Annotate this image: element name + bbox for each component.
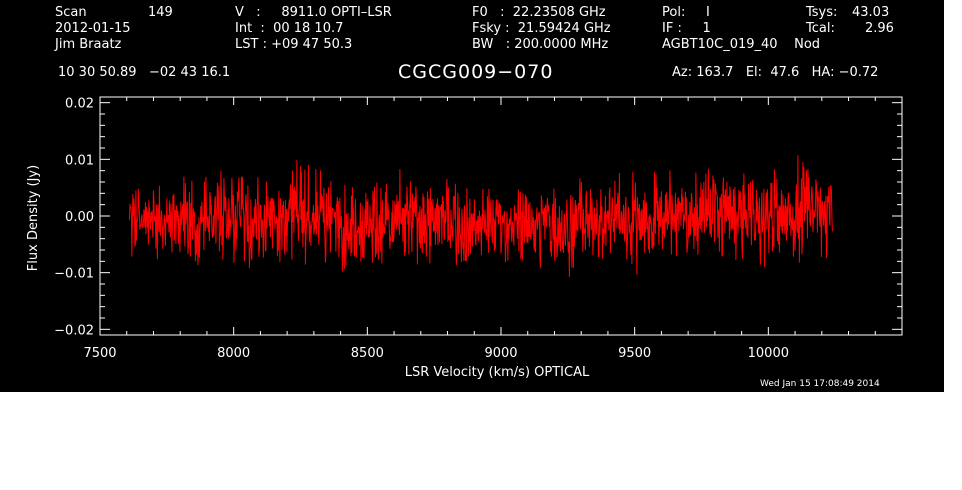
- integration-time: Int : 00 18 10.7: [235, 21, 344, 36]
- x-tick-label: 8500: [351, 346, 384, 361]
- scan-label: Scan: [55, 5, 87, 20]
- tcal-label: Tcal:: [806, 21, 835, 36]
- pointing-readout: Az: 163.7 El: 47.6 HA: −0.72: [672, 65, 879, 80]
- if-number: IF : 1: [662, 21, 711, 36]
- spectrum-chart: 7500 8000 8500 9000 9500 10000 −0.02 −0.01 0.00 0…: [26, 96, 903, 380]
- polarization: Pol: I: [662, 5, 710, 20]
- lst-readout: LST : +09 47 50.3: [235, 37, 353, 52]
- tick-layer: [99, 97, 902, 335]
- observer-name: Jim Braatz: [55, 37, 122, 52]
- y-tick-label: 0.00: [65, 210, 94, 225]
- y-axis-label: Flux Density (Jy): [26, 165, 41, 271]
- spectrum-trace-layer: [128, 155, 833, 278]
- x-tick-label: 10000: [748, 346, 789, 361]
- bandwidth: BW : 200.0000 MHz: [472, 37, 609, 52]
- tcal-value: 2.96: [865, 21, 894, 36]
- y-tick-label: 0.02: [65, 97, 94, 112]
- observation-date: 2012-01-15: [55, 21, 131, 36]
- y-tick-label: 0.01: [65, 153, 94, 168]
- velocity-readout: V : 8911.0 OPTI–LSR: [235, 5, 392, 20]
- y-tick-label: −0.01: [54, 267, 94, 282]
- tick-label-layer: 7500 8000 8500 9000 9500 10000 −0.02 −0.01 0.00 0…: [54, 97, 789, 361]
- scan-number: 149: [148, 5, 173, 20]
- source-name: CGCG009−070: [398, 61, 554, 83]
- x-tick-label: 9000: [484, 346, 517, 361]
- plot-panel: Scan 149 2012-01-15 Jim Braatz V : 8911.…: [0, 0, 944, 392]
- spectrum-trace: [128, 155, 833, 278]
- project-procedure: AGBT10C_019_40 Nod: [662, 37, 821, 52]
- sky-frequency: Fsky : 21.59424 GHz: [472, 21, 611, 36]
- x-axis-label: LSR Velocity (km/s) OPTICAL: [405, 365, 590, 380]
- source-coordinates: 10 30 50.89 −02 43 16.1: [58, 65, 231, 80]
- x-tick-label: 9500: [618, 346, 651, 361]
- rest-frequency: F0 : 22.23508 GHz: [472, 5, 606, 20]
- x-tick-label: 7500: [83, 346, 116, 361]
- y-tick-label: −0.02: [54, 323, 94, 338]
- plot-timestamp: Wed Jan 15 17:08:49 2014: [760, 379, 880, 389]
- tsys-label: Tsys:: [806, 5, 838, 20]
- tsys-value: 43.03: [852, 5, 890, 20]
- x-tick-label: 8000: [217, 346, 250, 361]
